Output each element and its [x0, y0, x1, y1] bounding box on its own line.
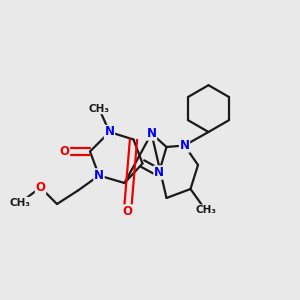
Text: N: N	[179, 139, 190, 152]
Text: O: O	[59, 145, 70, 158]
Text: O: O	[122, 205, 133, 218]
Text: N: N	[154, 166, 164, 179]
Text: N: N	[146, 127, 157, 140]
Text: N: N	[104, 125, 115, 139]
Text: CH₃: CH₃	[10, 197, 31, 208]
Text: CH₃: CH₃	[88, 103, 110, 114]
Text: N: N	[94, 169, 104, 182]
Text: O: O	[35, 181, 46, 194]
Text: CH₃: CH₃	[195, 205, 216, 215]
